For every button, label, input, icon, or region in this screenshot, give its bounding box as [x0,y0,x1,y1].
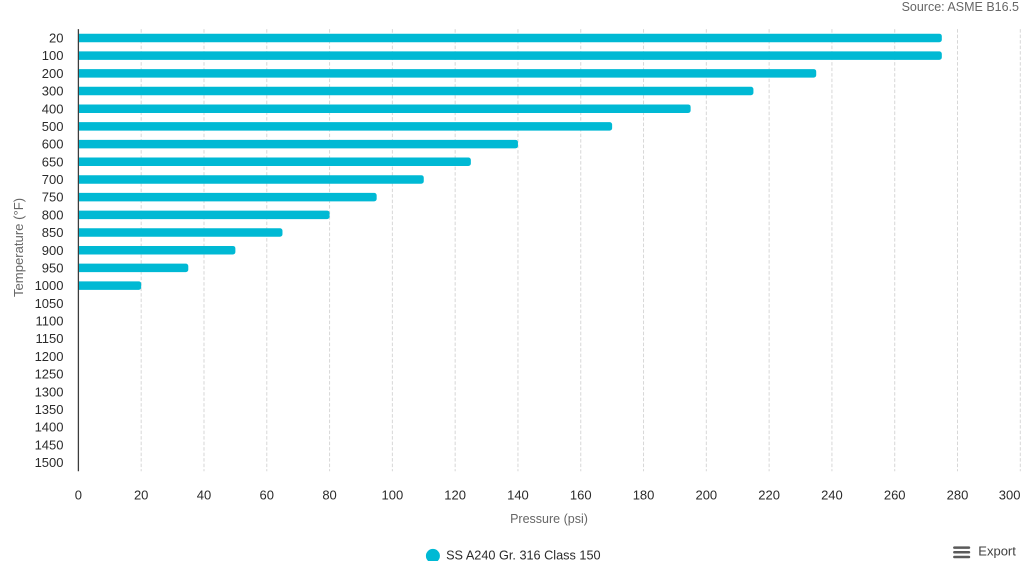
svg-text:40: 40 [197,488,211,503]
svg-text:240: 240 [821,488,843,503]
svg-text:850: 850 [42,225,64,240]
svg-text:1050: 1050 [35,296,64,311]
svg-text:0: 0 [75,488,82,503]
svg-text:60: 60 [260,488,274,503]
svg-text:1450: 1450 [35,437,64,452]
svg-text:1500: 1500 [35,455,64,470]
svg-text:200: 200 [42,66,64,81]
svg-text:200: 200 [695,488,717,503]
svg-text:160: 160 [570,488,592,503]
svg-text:1150: 1150 [36,331,64,346]
svg-text:900: 900 [42,243,64,258]
svg-text:300: 300 [42,84,64,99]
svg-text:Pressure (psi): Pressure (psi) [510,512,588,526]
svg-text:300: 300 [999,488,1021,503]
svg-text:1000: 1000 [35,278,64,293]
svg-text:100: 100 [382,488,404,503]
svg-text:220: 220 [758,488,780,503]
svg-text:80: 80 [322,488,336,503]
svg-text:20: 20 [134,488,148,503]
svg-text:Export: Export [978,543,1016,558]
svg-text:260: 260 [884,488,906,503]
svg-text:500: 500 [42,119,64,134]
svg-text:180: 180 [633,488,655,503]
svg-text:400: 400 [42,101,64,116]
svg-text:600: 600 [42,137,64,152]
svg-text:750: 750 [42,190,64,205]
svg-text:120: 120 [444,488,466,503]
svg-text:SS A240 Gr. 316 Class 150: SS A240 Gr. 316 Class 150 [446,549,600,561]
svg-text:1400: 1400 [35,420,64,435]
svg-text:1100: 1100 [36,314,64,329]
svg-text:1200: 1200 [35,349,64,364]
svg-text:700: 700 [42,172,64,187]
svg-text:140: 140 [507,488,529,503]
svg-text:100: 100 [42,48,64,63]
svg-text:950: 950 [42,260,64,275]
svg-text:650: 650 [42,154,64,169]
svg-text:800: 800 [42,207,64,222]
svg-text:1350: 1350 [35,402,64,417]
svg-text:1250: 1250 [35,367,64,382]
svg-text:Source: ASME B16.5: Source: ASME B16.5 [902,0,1019,14]
svg-text:280: 280 [947,488,969,503]
svg-text:Temperature (°F): Temperature (°F) [11,198,26,297]
svg-text:20: 20 [49,31,63,46]
svg-text:1300: 1300 [35,384,64,399]
